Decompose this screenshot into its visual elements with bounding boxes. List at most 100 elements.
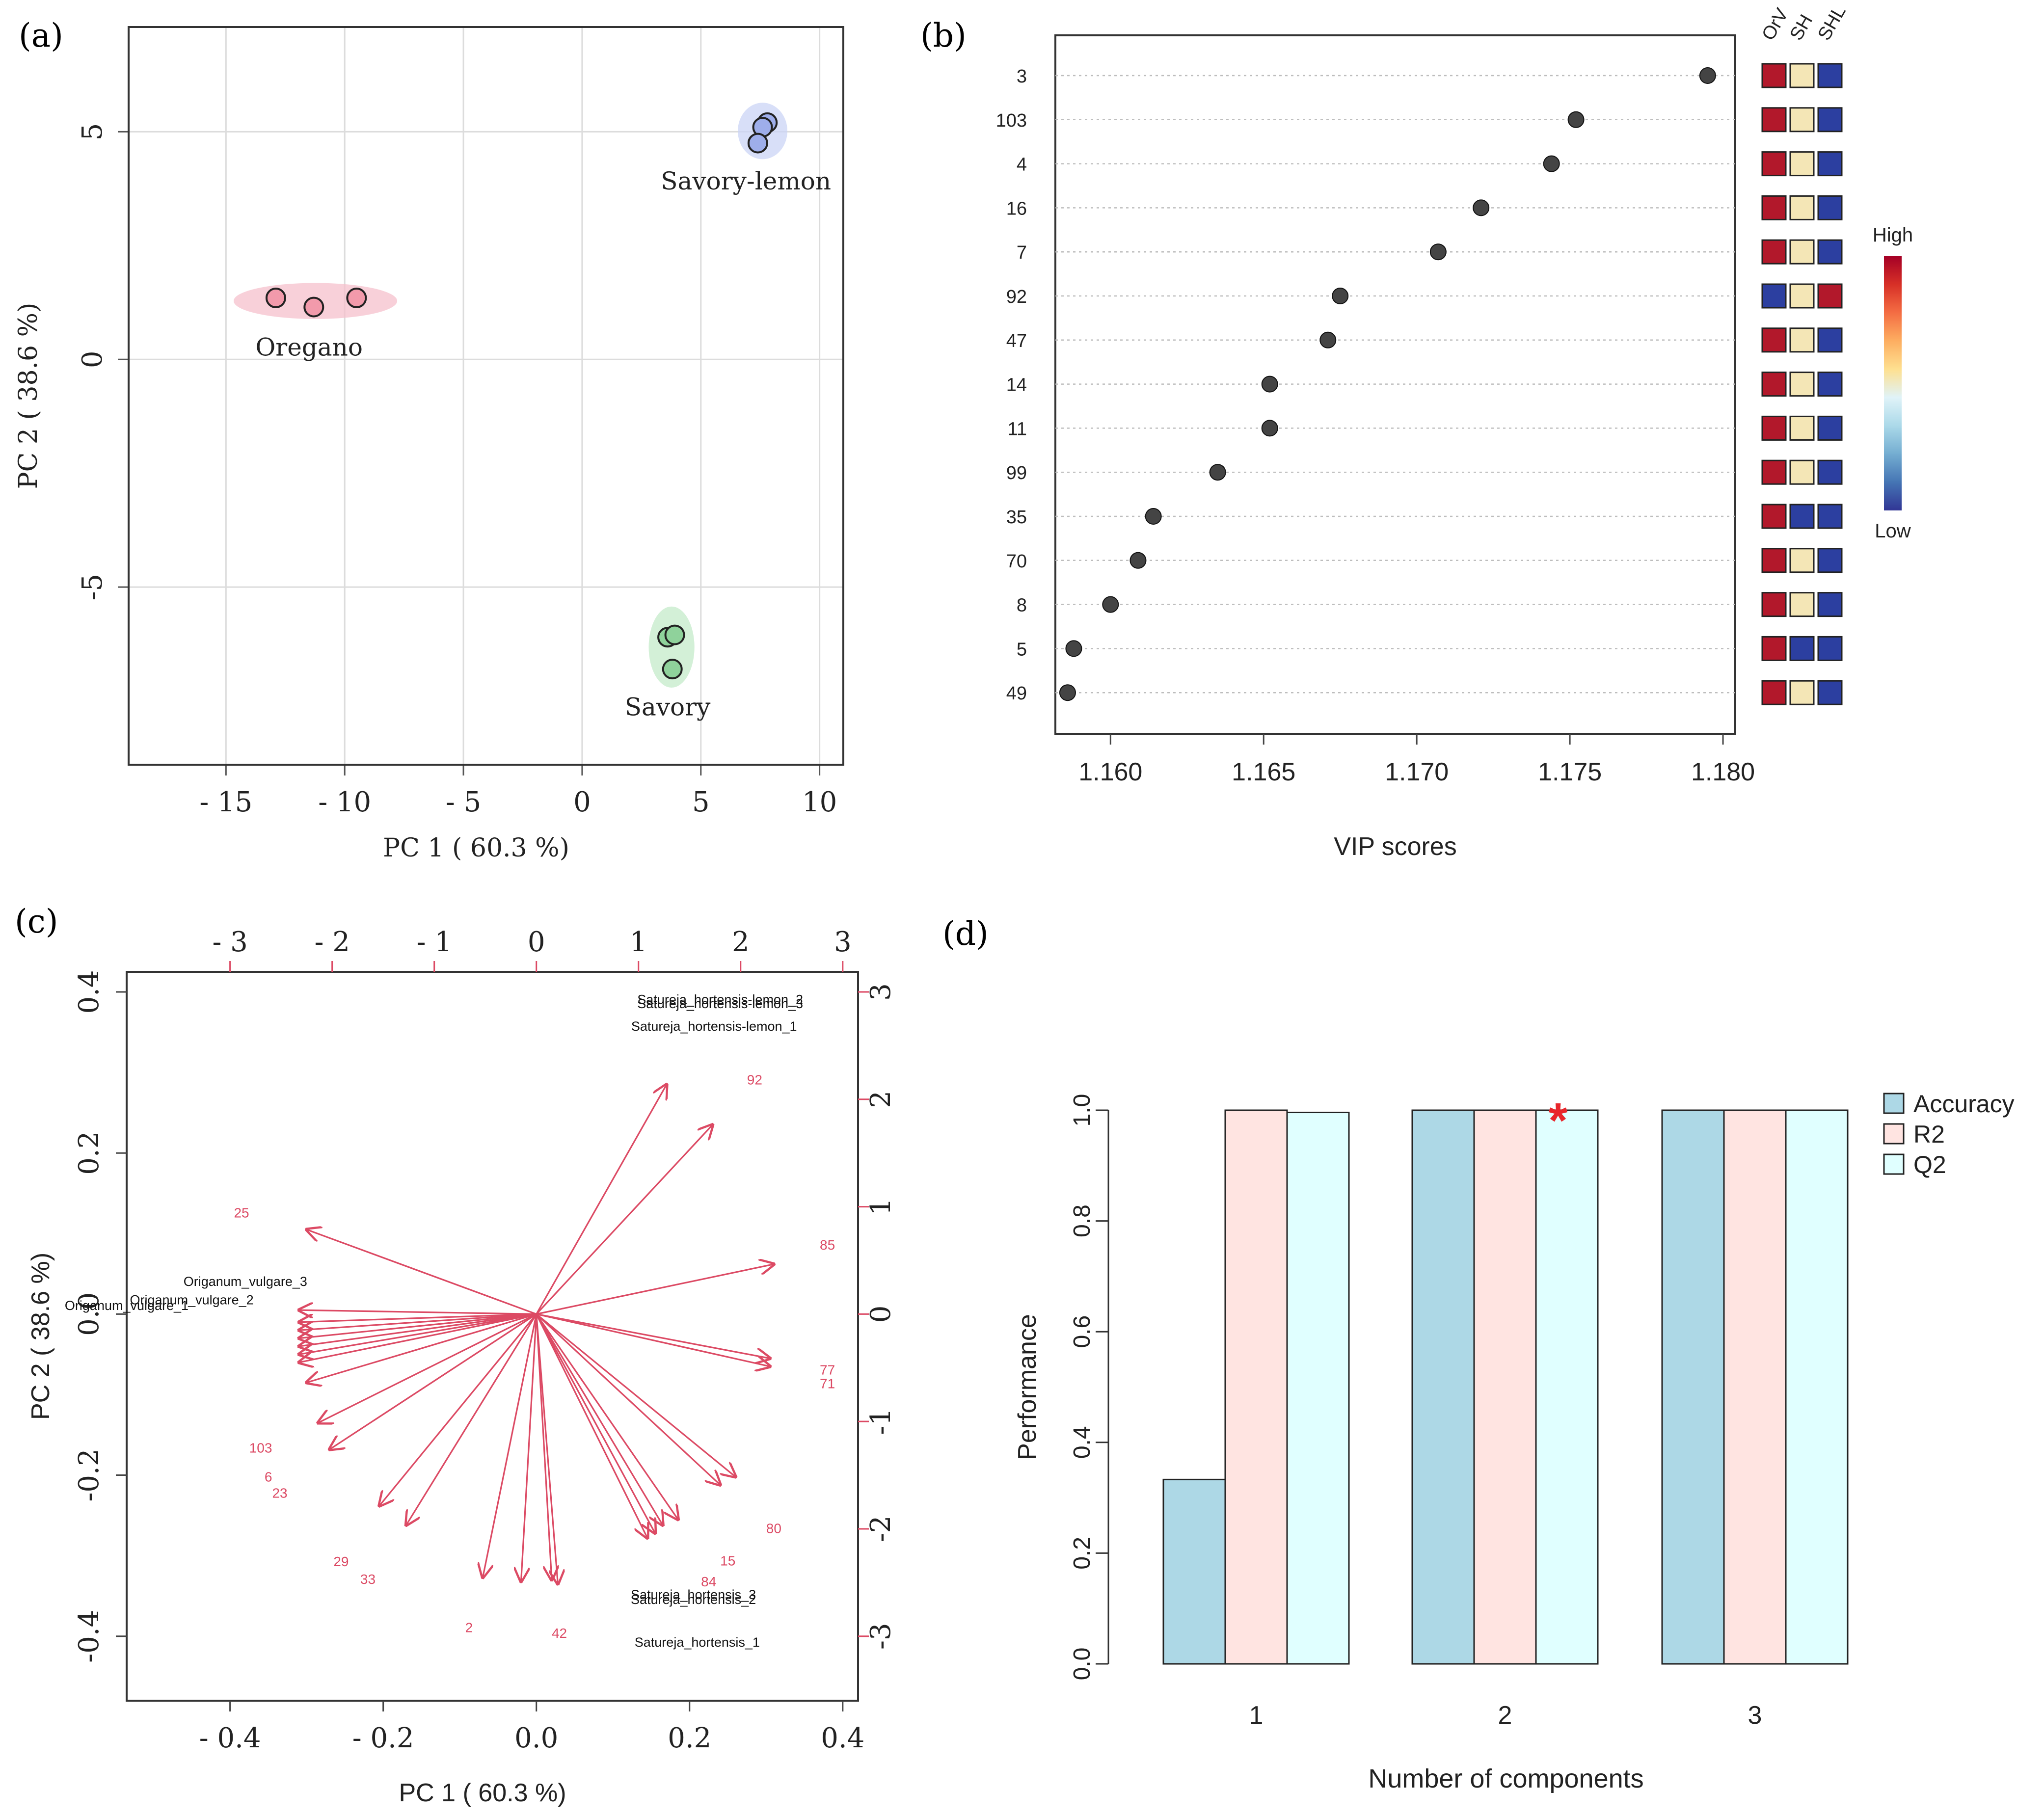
y-tick-label: 1.0 xyxy=(1069,1094,1095,1127)
variable-label: 2 xyxy=(465,1620,473,1635)
sample-label: Origanum_vulgare_2 xyxy=(130,1293,254,1308)
panel-label-d: (d) xyxy=(942,915,989,953)
heatmap-cell xyxy=(1789,592,1815,617)
loading-arrow xyxy=(536,1313,647,1538)
vip-point xyxy=(1065,640,1082,657)
x-tick-label: 2 xyxy=(1498,1701,1512,1730)
right-axis-label: 3 xyxy=(865,983,897,1001)
heatmap-cell xyxy=(1761,239,1787,265)
vip-point xyxy=(1261,420,1278,437)
feature-label: 92 xyxy=(1006,287,1027,307)
top-axis-label: 2 xyxy=(732,926,750,958)
sample-label: Satureja_hortensis_1 xyxy=(635,1635,760,1650)
vip-point xyxy=(1319,331,1337,348)
variable-label: 84 xyxy=(701,1574,716,1589)
y-tick-label: -0.4 xyxy=(73,1610,105,1663)
y-tick-label: 0.4 xyxy=(73,970,105,1014)
y-tick-label: 0.2 xyxy=(73,1131,105,1175)
y-axis-title: PC 2 ( 38.6 %) xyxy=(14,303,43,489)
right-axis-label: -3 xyxy=(865,1623,897,1650)
y-tick-label: 0.0 xyxy=(1069,1648,1095,1681)
variable-label: 103 xyxy=(249,1441,272,1456)
feature-label: 14 xyxy=(1006,375,1027,396)
legend-swatch xyxy=(1883,1093,1905,1114)
vip-point xyxy=(1145,508,1162,525)
loading-arrow xyxy=(299,1313,537,1362)
panel-b-vip-scores: 1.160 1.165 1.170 1.175 1.180 VIP scores 3 103 4… xyxy=(996,2,1913,861)
score-point xyxy=(664,624,685,645)
bar-r2 xyxy=(1224,1109,1288,1665)
feature-label: 103 xyxy=(996,110,1027,131)
feature-label: 35 xyxy=(1006,507,1027,528)
loading-arrow xyxy=(536,1313,720,1485)
y-tick-label: 0.0 xyxy=(73,1292,105,1336)
score-point xyxy=(303,296,324,318)
x-tick-label: 1.175 xyxy=(1538,758,1602,786)
group-label: Savory-lemon xyxy=(661,167,831,195)
sample-label: Satureja_hortensis_2 xyxy=(631,1592,756,1607)
loading-arrow xyxy=(299,1313,537,1322)
x-tick-label: - 15 xyxy=(199,786,252,818)
x-tick-label: 0 xyxy=(573,786,591,818)
score-point xyxy=(662,659,683,680)
heatmap-column-label: SHL xyxy=(1814,2,1850,44)
plot-frame xyxy=(126,971,859,1702)
x-axis-title: Number of components xyxy=(1368,1764,1643,1793)
plot-frame xyxy=(128,26,844,766)
feature-label: 47 xyxy=(1006,331,1027,351)
legend-high-label: High xyxy=(1873,224,1913,246)
x-tick-label: - 0.2 xyxy=(352,1722,414,1754)
heatmap-cell xyxy=(1761,636,1787,661)
y-tick-label: 0.4 xyxy=(1069,1426,1095,1459)
heatmap-cell xyxy=(1761,459,1787,485)
loading-arrow xyxy=(307,1313,537,1382)
x-tick-label: 0.0 xyxy=(514,1722,558,1754)
panel-a-pca-scores: - 15 - 10 - 5 0 5 10 -5 0 5 PC 1 ( 60.3 %) PC 2 ( … xyxy=(14,26,844,863)
legend-swatch xyxy=(1883,1153,1905,1175)
loading-arrow xyxy=(536,1313,663,1525)
x-tick-label: 0.4 xyxy=(821,1722,864,1754)
sample-label: Origanum_vulgare_3 xyxy=(184,1274,307,1289)
vip-point xyxy=(1567,111,1585,128)
loading-arrow xyxy=(299,1313,537,1330)
x-tick-label: 3 xyxy=(1748,1701,1762,1730)
heatmap-cell xyxy=(1817,327,1843,353)
heatmap-cell xyxy=(1817,107,1843,133)
heatmap-cell xyxy=(1817,680,1843,705)
vip-point xyxy=(1059,684,1076,701)
variable-label: 85 xyxy=(820,1237,835,1253)
heatmap-cell xyxy=(1789,504,1815,529)
heatmap-cell xyxy=(1789,548,1815,573)
y-axis-title: PC 2 ( 38.6 %) xyxy=(27,1253,55,1420)
heatmap-cell xyxy=(1817,372,1843,397)
loading-arrow xyxy=(536,1313,770,1366)
panel-label-c: (c) xyxy=(15,903,58,940)
vip-point xyxy=(1130,552,1147,569)
heatmap-cell xyxy=(1817,63,1843,88)
heatmap-cell xyxy=(1789,239,1815,265)
loading-arrow xyxy=(299,1313,537,1338)
loading-arrow xyxy=(536,1264,774,1315)
feature-label: 16 xyxy=(1006,198,1027,219)
loading-arrow xyxy=(379,1313,537,1506)
variable-label: 25 xyxy=(234,1205,249,1220)
x-axis-title: PC 1 ( 60.3 %) xyxy=(399,1779,566,1807)
heatmap-cell xyxy=(1761,680,1787,705)
heatmap-cell xyxy=(1761,372,1787,397)
heatmap-cell xyxy=(1817,415,1843,441)
top-axis-label: 0 xyxy=(528,926,545,958)
top-axis-label: - 3 xyxy=(212,926,247,958)
loading-arrow xyxy=(536,1313,770,1358)
panel-c-biplot: - 0.4 - 0.2 0.0 0.2 0.4 -0.4 -0.2 0.0 0.2 0.4 - 3 -… xyxy=(27,926,897,1807)
right-axis-label: 1 xyxy=(865,1198,897,1216)
top-axis-label: - 2 xyxy=(314,926,350,958)
heatmap-cell xyxy=(1761,63,1787,88)
vip-point xyxy=(1429,243,1447,261)
legend-label: R2 xyxy=(1913,1121,1945,1148)
feature-label: 99 xyxy=(1006,463,1027,483)
x-tick-label: 1.165 xyxy=(1232,758,1295,786)
x-tick-label: 5 xyxy=(692,786,710,818)
heatmap-cell xyxy=(1789,680,1815,705)
heatmap-cell xyxy=(1761,327,1787,353)
